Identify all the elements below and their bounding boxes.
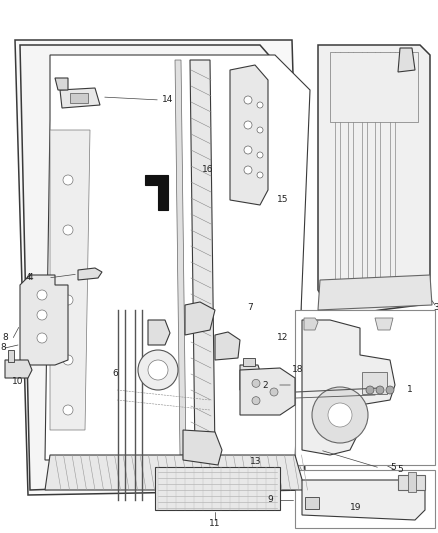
Text: 8: 8 bbox=[0, 343, 6, 352]
Bar bbox=[295, 310, 435, 465]
Polygon shape bbox=[185, 302, 215, 335]
Text: 6: 6 bbox=[112, 369, 118, 378]
Circle shape bbox=[244, 146, 252, 154]
Bar bbox=[362, 372, 387, 394]
Text: 14: 14 bbox=[162, 95, 173, 104]
Text: 4: 4 bbox=[25, 273, 31, 282]
Text: 18: 18 bbox=[292, 365, 304, 374]
Circle shape bbox=[37, 310, 47, 320]
Text: 15: 15 bbox=[277, 196, 289, 205]
Bar bbox=[8, 350, 14, 362]
Circle shape bbox=[63, 225, 73, 235]
Text: 7: 7 bbox=[247, 303, 253, 311]
Text: 8: 8 bbox=[2, 333, 8, 342]
Polygon shape bbox=[60, 88, 100, 108]
Circle shape bbox=[312, 387, 368, 443]
Polygon shape bbox=[55, 78, 68, 90]
Text: 10: 10 bbox=[12, 377, 24, 386]
Circle shape bbox=[63, 405, 73, 415]
Text: 5: 5 bbox=[390, 464, 396, 472]
Circle shape bbox=[257, 152, 263, 158]
Polygon shape bbox=[175, 60, 186, 455]
Bar bbox=[305, 497, 319, 509]
Bar bbox=[243, 358, 255, 366]
Bar bbox=[408, 472, 416, 492]
Circle shape bbox=[376, 386, 384, 394]
Polygon shape bbox=[240, 365, 262, 390]
Polygon shape bbox=[304, 318, 318, 330]
Polygon shape bbox=[302, 480, 425, 520]
Circle shape bbox=[257, 102, 263, 108]
Polygon shape bbox=[78, 268, 102, 280]
Circle shape bbox=[63, 175, 73, 185]
Polygon shape bbox=[155, 467, 280, 510]
Text: 11: 11 bbox=[209, 519, 221, 528]
Polygon shape bbox=[398, 48, 415, 72]
Polygon shape bbox=[318, 45, 430, 315]
Polygon shape bbox=[5, 360, 32, 378]
Circle shape bbox=[257, 127, 263, 133]
Bar bbox=[295, 470, 435, 528]
Polygon shape bbox=[302, 320, 395, 455]
Text: 13: 13 bbox=[250, 457, 261, 466]
Text: 3: 3 bbox=[433, 303, 438, 312]
Polygon shape bbox=[318, 275, 432, 310]
Circle shape bbox=[37, 290, 47, 300]
Text: 12: 12 bbox=[277, 333, 288, 342]
Polygon shape bbox=[50, 130, 90, 430]
Text: 19: 19 bbox=[350, 504, 361, 513]
Circle shape bbox=[328, 403, 352, 427]
Circle shape bbox=[63, 295, 73, 305]
Text: 5: 5 bbox=[397, 465, 403, 474]
Circle shape bbox=[252, 397, 260, 405]
Polygon shape bbox=[15, 40, 305, 495]
Bar bbox=[330, 52, 418, 122]
Text: 16: 16 bbox=[202, 166, 213, 174]
Circle shape bbox=[244, 121, 252, 129]
Circle shape bbox=[366, 386, 374, 394]
Circle shape bbox=[148, 360, 168, 380]
Polygon shape bbox=[215, 332, 240, 360]
Polygon shape bbox=[145, 175, 168, 210]
Circle shape bbox=[63, 355, 73, 365]
Polygon shape bbox=[375, 318, 393, 330]
Circle shape bbox=[252, 379, 260, 387]
Polygon shape bbox=[240, 368, 295, 415]
Circle shape bbox=[37, 333, 47, 343]
Polygon shape bbox=[183, 430, 222, 465]
Circle shape bbox=[244, 96, 252, 104]
Text: 2: 2 bbox=[262, 381, 268, 390]
Circle shape bbox=[270, 388, 278, 396]
Circle shape bbox=[386, 386, 394, 394]
Polygon shape bbox=[190, 60, 215, 455]
Polygon shape bbox=[230, 65, 268, 205]
Circle shape bbox=[257, 172, 263, 178]
Polygon shape bbox=[398, 475, 425, 490]
Circle shape bbox=[138, 350, 178, 390]
Text: 1: 1 bbox=[407, 385, 413, 394]
Bar bbox=[70, 93, 88, 103]
Polygon shape bbox=[20, 275, 68, 365]
Polygon shape bbox=[45, 455, 305, 490]
Text: 4: 4 bbox=[27, 273, 33, 282]
Circle shape bbox=[244, 166, 252, 174]
Text: 9: 9 bbox=[267, 496, 273, 505]
Polygon shape bbox=[148, 320, 170, 345]
Polygon shape bbox=[20, 45, 305, 490]
Polygon shape bbox=[45, 55, 310, 460]
